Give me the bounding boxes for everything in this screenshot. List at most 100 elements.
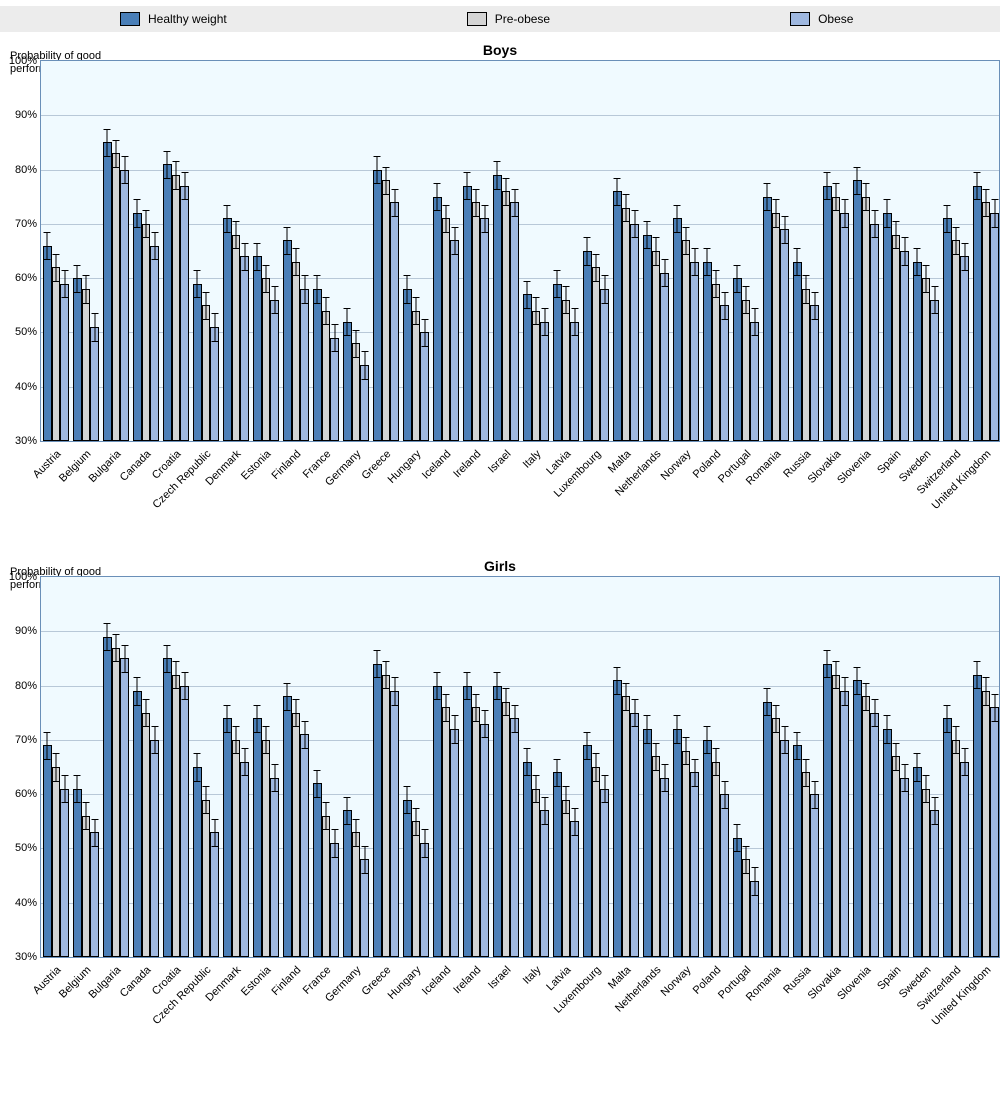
error-cap bbox=[704, 726, 711, 727]
error-cap bbox=[751, 335, 758, 336]
error-cap bbox=[494, 161, 501, 162]
x-labels: AustriaBelgiumBulgariaCanadaCroatiaCzech… bbox=[40, 444, 1000, 554]
error-cap bbox=[173, 661, 180, 662]
error-bar bbox=[836, 661, 837, 688]
error-bar bbox=[896, 221, 897, 248]
bar bbox=[403, 289, 412, 441]
chart-panels: BoysProbability of goodperformance30%40%… bbox=[0, 42, 1000, 1070]
bar bbox=[442, 218, 451, 441]
error-cap bbox=[524, 308, 531, 309]
error-bar bbox=[634, 210, 635, 237]
error-cap bbox=[203, 813, 210, 814]
bar bbox=[562, 800, 571, 957]
error-cap bbox=[854, 694, 861, 695]
x-tick-label: Ireland bbox=[451, 964, 483, 996]
bar bbox=[180, 686, 189, 957]
error-cap bbox=[931, 286, 938, 287]
bar bbox=[142, 713, 151, 957]
bar bbox=[382, 675, 391, 957]
error-cap bbox=[713, 775, 720, 776]
bar bbox=[73, 789, 82, 957]
bar bbox=[780, 229, 789, 441]
error-cap bbox=[104, 129, 111, 130]
error-cap bbox=[344, 824, 351, 825]
error-cap bbox=[644, 248, 651, 249]
error-bar bbox=[304, 721, 305, 748]
error-cap bbox=[391, 705, 398, 706]
bar bbox=[652, 756, 661, 957]
error-cap bbox=[263, 726, 270, 727]
error-bar bbox=[244, 243, 245, 270]
error-cap bbox=[293, 699, 300, 700]
error-cap bbox=[481, 232, 488, 233]
error-bar bbox=[437, 672, 438, 699]
error-cap bbox=[854, 667, 861, 668]
bar bbox=[210, 832, 219, 957]
error-cap bbox=[794, 759, 801, 760]
error-cap bbox=[563, 313, 570, 314]
bar bbox=[480, 724, 489, 957]
error-cap bbox=[464, 199, 471, 200]
bar bbox=[643, 729, 652, 957]
error-cap bbox=[743, 286, 750, 287]
error-cap bbox=[533, 297, 540, 298]
error-cap bbox=[554, 270, 561, 271]
error-bar bbox=[476, 694, 477, 721]
error-cap bbox=[563, 786, 570, 787]
error-bar bbox=[116, 140, 117, 167]
error-cap bbox=[383, 661, 390, 662]
bar bbox=[523, 762, 532, 957]
bar bbox=[973, 675, 982, 957]
error-bar bbox=[424, 829, 425, 856]
bar bbox=[43, 246, 52, 441]
y-tick-label: 100% bbox=[0, 571, 37, 583]
error-cap bbox=[923, 775, 930, 776]
error-cap bbox=[434, 183, 441, 184]
error-cap bbox=[434, 210, 441, 211]
error-bar bbox=[184, 672, 185, 699]
error-cap bbox=[503, 178, 510, 179]
legend-item-preobese: Pre-obese bbox=[467, 12, 550, 26]
error-bar bbox=[557, 759, 558, 786]
y-tick-label: 60% bbox=[0, 272, 37, 284]
error-cap bbox=[74, 802, 81, 803]
error-cap bbox=[593, 281, 600, 282]
error-bar bbox=[806, 275, 807, 302]
error-cap bbox=[884, 227, 891, 228]
error-cap bbox=[781, 726, 788, 727]
error-cap bbox=[241, 270, 248, 271]
error-cap bbox=[751, 895, 758, 896]
error-cap bbox=[571, 308, 578, 309]
bar bbox=[660, 778, 669, 957]
error-cap bbox=[271, 791, 278, 792]
error-cap bbox=[44, 232, 51, 233]
error-cap bbox=[323, 297, 330, 298]
bar bbox=[322, 311, 331, 441]
bar bbox=[253, 256, 262, 441]
error-cap bbox=[301, 748, 308, 749]
error-cap bbox=[811, 808, 818, 809]
bar bbox=[712, 284, 721, 441]
error-bar bbox=[544, 308, 545, 335]
error-cap bbox=[203, 319, 210, 320]
bar bbox=[510, 202, 519, 441]
error-bar bbox=[424, 319, 425, 346]
error-cap bbox=[361, 351, 368, 352]
error-cap bbox=[143, 726, 150, 727]
bar bbox=[283, 696, 292, 957]
error-cap bbox=[404, 813, 411, 814]
bar bbox=[990, 213, 999, 441]
error-cap bbox=[841, 705, 848, 706]
error-cap bbox=[91, 846, 98, 847]
error-bar bbox=[514, 705, 515, 732]
error-cap bbox=[481, 737, 488, 738]
error-bar bbox=[844, 199, 845, 226]
error-cap bbox=[631, 210, 638, 211]
bar bbox=[742, 859, 751, 957]
error-cap bbox=[674, 715, 681, 716]
error-cap bbox=[104, 623, 111, 624]
error-bar bbox=[857, 667, 858, 694]
error-cap bbox=[344, 308, 351, 309]
error-cap bbox=[833, 661, 840, 662]
bar bbox=[472, 202, 481, 441]
